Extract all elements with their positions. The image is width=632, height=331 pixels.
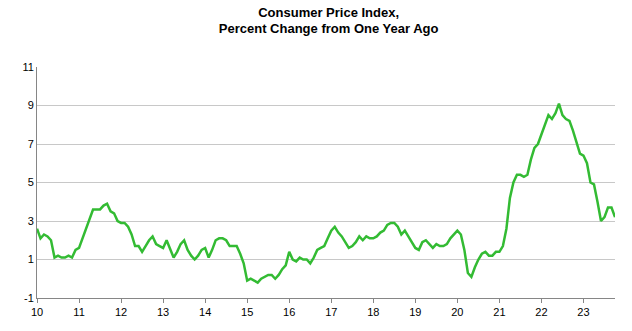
svg-text:14: 14 [199, 306, 211, 318]
svg-text:Consumer Price Index,Percent C: Consumer Price Index,Percent Change from… [219, 5, 439, 37]
svg-text:13: 13 [157, 306, 169, 318]
svg-text:16: 16 [283, 306, 295, 318]
svg-text:10: 10 [31, 306, 43, 318]
svg-text:18: 18 [367, 306, 379, 318]
svg-text:5: 5 [28, 176, 34, 188]
svg-text:22: 22 [535, 306, 547, 318]
svg-text:17: 17 [325, 306, 337, 318]
svg-text:9: 9 [28, 99, 34, 111]
svg-text:7: 7 [28, 138, 34, 150]
svg-text:1: 1 [28, 253, 34, 265]
svg-text:19: 19 [409, 306, 421, 318]
svg-text:21: 21 [493, 306, 505, 318]
svg-text:11: 11 [73, 306, 84, 318]
svg-text:15: 15 [241, 306, 253, 318]
svg-text:23: 23 [577, 306, 589, 318]
svg-text:20: 20 [451, 306, 463, 318]
svg-text:11: 11 [22, 61, 33, 73]
svg-text:3: 3 [28, 215, 34, 227]
svg-text:-1: -1 [24, 292, 34, 304]
svg-text:12: 12 [115, 306, 127, 318]
